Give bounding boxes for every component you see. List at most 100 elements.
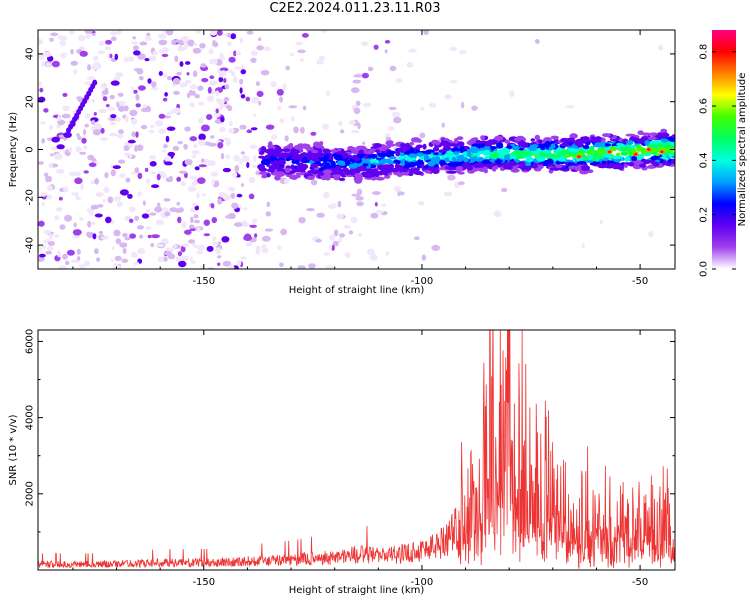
noise-speck: [244, 233, 252, 241]
noise-speck: [73, 222, 77, 228]
noise-speck: [230, 192, 236, 199]
signal-speck: [427, 160, 438, 165]
noise-speck: [255, 81, 260, 87]
signal-speck: [509, 160, 514, 166]
noise-speck: [66, 249, 75, 256]
noise-speck: [91, 33, 96, 36]
noise-speck: [208, 80, 218, 86]
noise-speck: [361, 72, 369, 79]
noise-speck: [75, 146, 82, 153]
noise-speck: [85, 34, 91, 40]
signal-speck: [409, 141, 415, 146]
signal-speck: [367, 153, 378, 159]
signal-speck: [433, 152, 439, 156]
noise-speck: [179, 61, 184, 67]
noise-speck: [224, 84, 230, 90]
noise-speck: [255, 170, 261, 176]
noise-speck: [373, 44, 379, 50]
noise-speck: [337, 200, 342, 208]
noise-speck: [233, 155, 240, 162]
noise-speck: [175, 256, 181, 263]
signal-speck: [513, 137, 522, 142]
noise-speck: [94, 248, 99, 255]
signal-speck: [639, 163, 646, 168]
noise-speck: [151, 234, 160, 239]
noise-speck: [220, 116, 225, 123]
noise-speck: [260, 69, 270, 76]
noise-speck: [206, 245, 214, 252]
noise-speck: [172, 145, 180, 151]
signal-speck: [373, 143, 382, 149]
noise-speck: [65, 260, 70, 266]
hot-spot-core: [577, 155, 581, 158]
noise-speck: [264, 228, 273, 232]
signal-band: [257, 128, 675, 184]
noise-speck: [420, 106, 424, 111]
noise-speck: [93, 55, 99, 61]
streak-point: [92, 79, 98, 86]
noise-speck: [182, 243, 190, 248]
noise-speck: [245, 242, 253, 247]
signal-speck: [264, 155, 270, 160]
noise-speck: [356, 201, 364, 207]
noise-speck: [279, 96, 283, 103]
signal-speck: [565, 138, 572, 143]
signal-speck: [530, 138, 535, 142]
noise-speck: [96, 257, 101, 262]
noise-speck: [157, 256, 165, 263]
noise-speck: [156, 219, 164, 225]
noise-speck: [196, 192, 200, 199]
noise-speck: [329, 234, 336, 241]
signal-speck: [472, 156, 478, 160]
noise-speck: [107, 196, 114, 204]
signal-speck: [512, 145, 520, 150]
noise-speck: [106, 104, 110, 108]
noise-speck: [254, 233, 258, 238]
noise-speck: [240, 183, 245, 187]
noise-speck: [316, 59, 324, 65]
signal-speck: [482, 149, 491, 156]
signal-speck: [350, 172, 356, 176]
noise-speck: [110, 36, 117, 41]
noise-speck: [197, 101, 205, 106]
noise-speck: [163, 198, 171, 202]
signal-speck: [383, 175, 391, 179]
noise-speck: [238, 158, 243, 165]
hot-spot-core: [634, 153, 638, 156]
noise-speck: [119, 242, 128, 248]
noise-speck: [207, 86, 212, 94]
noise-speck: [240, 151, 246, 155]
noise-speck: [239, 37, 244, 44]
noise-speck: [133, 261, 140, 266]
noise-speck: [194, 166, 200, 171]
signal-speck: [422, 143, 427, 150]
signal-speck: [620, 151, 629, 156]
noise-speck: [110, 80, 120, 86]
noise-speck: [192, 47, 202, 54]
noise-speck: [381, 203, 386, 207]
signal-speck: [431, 168, 440, 175]
noise-speck: [276, 88, 284, 96]
signal-speck: [322, 169, 332, 175]
signal-speck: [661, 138, 669, 143]
noise-speck: [339, 233, 345, 238]
noise-speck: [113, 263, 119, 269]
noise-speck: [83, 129, 87, 136]
noise-speck: [241, 64, 245, 70]
noise-speck: [177, 251, 182, 257]
noise-speck: [221, 236, 230, 243]
noise-speck: [223, 78, 227, 83]
noise-speck: [225, 139, 232, 146]
noise-speck: [184, 159, 193, 166]
signal-speck: [362, 163, 369, 167]
noise-speck: [192, 70, 198, 78]
signal-speck: [294, 159, 300, 165]
heatmap-y-label: Frequency (Hz): [8, 112, 19, 188]
noise-speck: [40, 121, 46, 125]
noise-speck: [202, 193, 206, 197]
noise-speck: [127, 193, 133, 199]
noise-speck: [109, 53, 113, 59]
noise-speck: [180, 255, 189, 262]
noise-speck: [130, 86, 135, 90]
noise-speck: [84, 123, 90, 128]
